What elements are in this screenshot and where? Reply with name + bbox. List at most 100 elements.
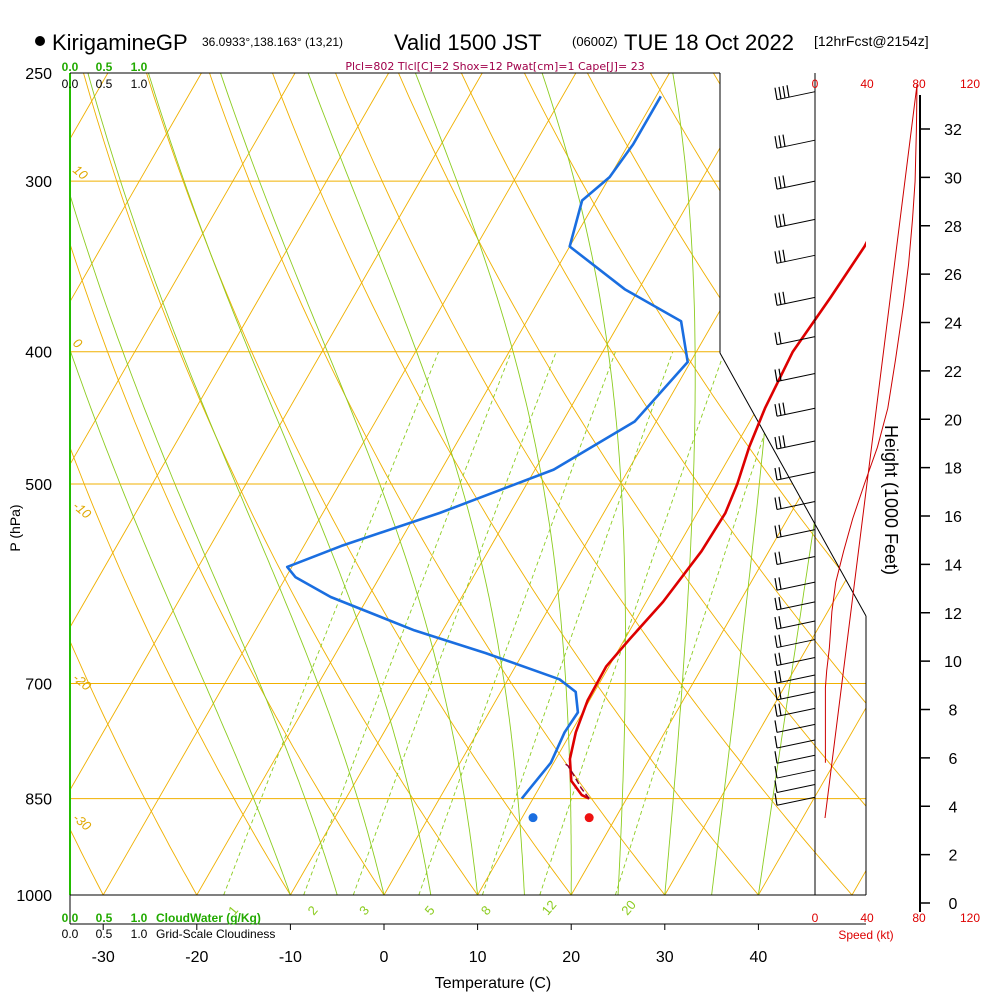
barb-feather <box>774 735 778 749</box>
speed-top-tick: 0 <box>812 77 819 91</box>
barb-feather <box>778 616 782 629</box>
pressure-tick-label: 850 <box>25 792 52 809</box>
temperature-tick-label: 30 <box>656 949 674 966</box>
pressure-tick-label: 250 <box>25 66 52 83</box>
isotherm-line <box>664 544 866 895</box>
barb-feather <box>774 751 778 764</box>
barb-feather <box>782 85 786 99</box>
mixing-ratio-line <box>614 351 793 895</box>
wind-barb <box>774 720 816 733</box>
temperature-tick-label: -20 <box>185 949 208 966</box>
dry-adiabat <box>460 73 866 704</box>
y-axis-label: P (hPa) <box>7 504 23 551</box>
cloudwater-label: CloudWater (g/Kg) <box>156 911 261 925</box>
barb-feather <box>774 497 778 510</box>
barb-feather <box>782 249 786 262</box>
moist-adiabat <box>307 73 525 895</box>
barb-staff <box>776 254 816 264</box>
barb-feather <box>782 175 786 188</box>
pressure-tick-label: 300 <box>25 174 52 191</box>
barb-feather <box>774 87 778 100</box>
barb-feather <box>778 368 782 381</box>
barb-feather <box>774 578 778 591</box>
barb-feather <box>782 291 786 304</box>
dry-adiabat <box>70 446 291 895</box>
series-temperature-line <box>568 240 866 800</box>
upper-right-edge <box>719 73 867 617</box>
moist-adiabat <box>220 73 479 895</box>
barb-staff <box>776 555 816 565</box>
dry-adiabat <box>70 242 385 895</box>
barb-staff <box>776 218 816 228</box>
temperature-tick-label: 0 <box>380 949 389 966</box>
barb-feather <box>774 404 778 417</box>
height-tick-label: 24 <box>944 316 962 333</box>
cloudwater-bottom-tick: 0.5 <box>96 911 113 925</box>
barb-feather <box>774 525 778 538</box>
barb-feather <box>774 793 778 806</box>
barb-staff <box>776 754 816 764</box>
barb-feather <box>778 597 782 610</box>
height-tick-label: 28 <box>944 219 962 236</box>
wind-barb <box>774 467 816 481</box>
right-axis-label: Height (1000 Feet) <box>881 425 901 575</box>
barb-feather <box>774 765 778 779</box>
barb-feather <box>778 403 782 416</box>
barb-feather <box>774 177 778 190</box>
wind-barb <box>774 793 816 806</box>
speed-top-tick: 120 <box>960 77 980 91</box>
barb-staff <box>776 657 816 667</box>
barb-feather <box>778 524 782 537</box>
barb-feather <box>778 292 782 305</box>
barb-staff <box>776 471 816 481</box>
cloudwater-bottom-tick: 0.0 <box>62 911 79 925</box>
pressure-tick-label: 700 <box>25 677 52 694</box>
wind-barb <box>774 175 816 190</box>
station-coords: 36.0933°,138.163° (13,21) <box>202 35 343 49</box>
dry-adiabat <box>83 73 479 895</box>
barb-feather <box>774 332 778 345</box>
barb-staff <box>776 91 816 101</box>
cloudiness-bottom-tick: 1.0 <box>131 927 148 941</box>
moist-adiabat <box>70 348 291 895</box>
speed-bottom-tick: 120 <box>960 911 980 925</box>
barb-feather <box>774 215 778 228</box>
height-tick-label: 6 <box>949 751 958 768</box>
barb-feather <box>782 134 786 147</box>
height-tick-label: 32 <box>944 122 962 139</box>
isotherm-line <box>70 73 202 303</box>
wind-barb <box>774 524 816 539</box>
barb-feather <box>778 577 782 590</box>
cloudiness-top-tick: 1.0 <box>131 77 148 91</box>
barb-staff <box>776 739 816 749</box>
pressure-tick-label: 1000 <box>16 888 52 905</box>
wind-barb <box>774 402 816 417</box>
wind-barb <box>774 765 816 779</box>
moist-adiabat <box>87 73 385 895</box>
height-tick-label: 4 <box>949 799 958 816</box>
dry-adiabat <box>398 73 866 807</box>
dry-adiabat <box>70 828 104 895</box>
cloudiness-top-tick: 0.5 <box>96 77 113 91</box>
wind-speed-profile <box>824 84 918 819</box>
barb-feather <box>778 551 782 564</box>
height-tick-label: 10 <box>944 654 962 671</box>
barb-staff <box>776 180 816 190</box>
barb-feather <box>786 85 790 98</box>
cloudwater-top-tick: 0.5 <box>96 60 113 74</box>
barb-staff <box>776 501 816 511</box>
isotherm-line <box>70 73 296 466</box>
moist-adiabat <box>541 73 626 895</box>
barb-feather <box>774 635 778 648</box>
barb-staff <box>776 440 816 450</box>
barb-feather <box>774 687 778 701</box>
wind-barb <box>774 634 816 649</box>
wind-barb <box>774 249 816 264</box>
barb-staff <box>776 707 816 717</box>
plot-frame <box>69 72 867 925</box>
barb-feather <box>774 653 778 666</box>
barb-feather <box>774 136 778 149</box>
barb-feather <box>782 402 786 415</box>
barb-feather <box>778 634 782 647</box>
